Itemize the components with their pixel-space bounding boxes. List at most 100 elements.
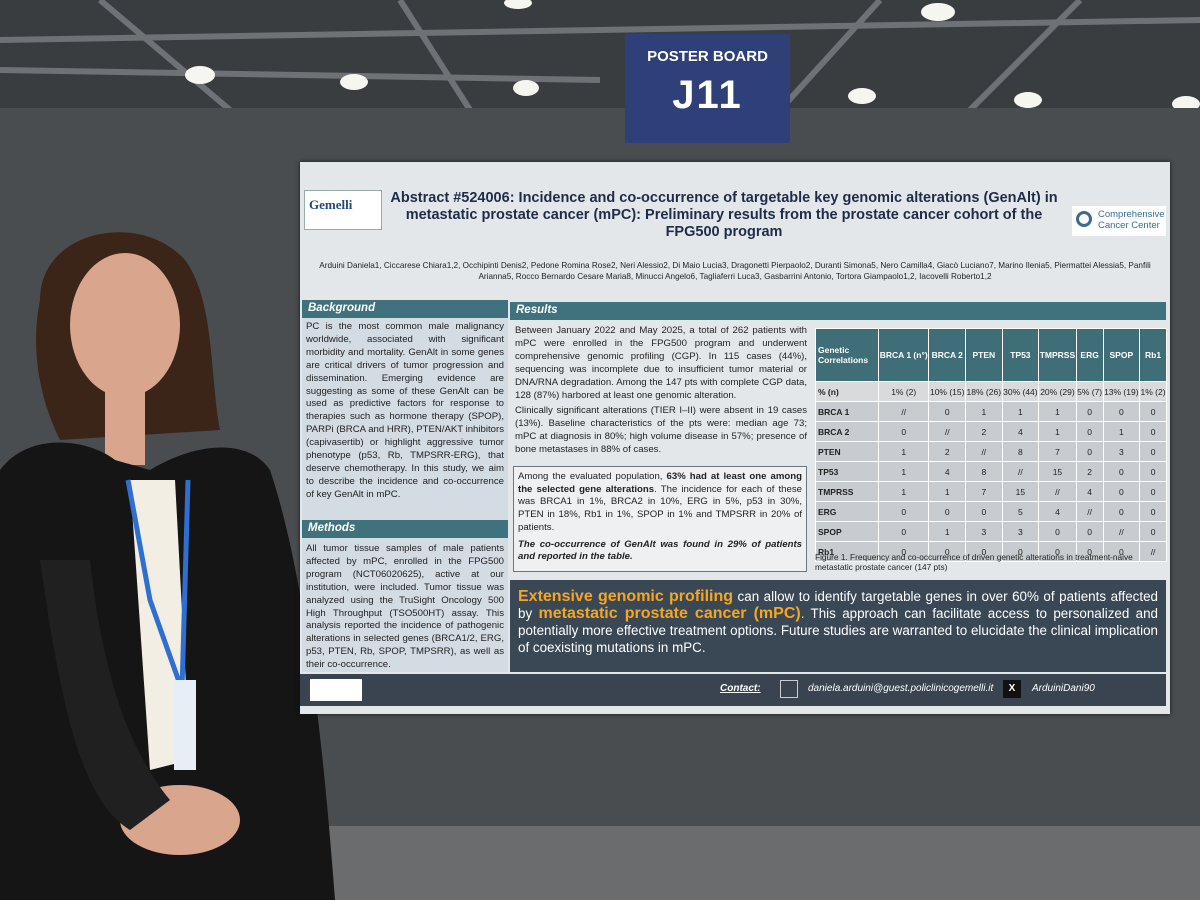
table-cell: 1% (2)	[1139, 381, 1167, 402]
table-cell: 2	[1075, 461, 1104, 482]
conclusion-text: . This approach can facilitate access to…	[518, 606, 1158, 655]
table-cell: 0	[1075, 401, 1104, 422]
table-header-cell: TMPRSS	[1038, 328, 1077, 382]
table-cell: 0	[1102, 401, 1141, 422]
table-cell: 1	[877, 481, 930, 502]
table-cell: //	[1038, 481, 1077, 502]
table-cell: 5	[1001, 501, 1040, 522]
box-bold-text: 63% had at least one among the selected …	[518, 471, 802, 495]
hospital-badge	[310, 679, 362, 701]
table: Genetic Correlations BRCA 1 (n°) BRCA 2 PTE…	[815, 328, 1167, 562]
table-row-header: TP53	[815, 461, 879, 482]
table-cell: 1	[1001, 401, 1040, 422]
table-cell: 18% (26)	[965, 381, 1003, 402]
table-row-header: % (n)	[815, 381, 879, 402]
table-header-cell: Rb1	[1139, 328, 1167, 382]
conclusion-highlight: Extensive genomic profiling	[518, 588, 734, 605]
table-cell: //	[877, 401, 930, 422]
table-header-row: Genetic Correlations BRCA 1 (n°) BRCA 2 PTE…	[815, 328, 1167, 382]
results-paragraph: Between January 2022 and May 2025, a tot…	[515, 325, 807, 401]
table-row-header: TMPRSS	[815, 481, 879, 502]
poster: Gemelli Abstract #524006: Incidence and …	[300, 162, 1170, 714]
table-cell: 1	[1038, 401, 1077, 422]
table-cell: 4	[1001, 421, 1040, 442]
conclusion-banner: Extensive genomic profiling can allow to…	[510, 580, 1166, 672]
table-cell: 0	[928, 501, 967, 522]
table-cell: 0	[1001, 541, 1040, 562]
table-cell: 0	[965, 501, 1003, 522]
contact-bar: Contact: daniela.arduini@guest.policlini…	[300, 674, 1166, 706]
table-cell: 0	[877, 501, 930, 522]
poster-board-sign: POSTER BOARD J11	[625, 34, 790, 143]
table-cell: 10% (15)	[928, 381, 967, 402]
table-header-cell: ERG	[1075, 328, 1104, 382]
table-cell: 0	[1139, 521, 1167, 542]
table-cell: 0	[1139, 401, 1167, 422]
table-cell: 20% (29)	[1038, 381, 1077, 402]
conclusion-highlight: metastatic prostate cancer (mPC)	[538, 605, 801, 622]
table-header-cell: BRCA 2	[928, 328, 967, 382]
table-header-cell: Genetic Correlations	[815, 328, 879, 382]
table-cell: 4	[928, 461, 967, 482]
table-row-header: ERG	[815, 501, 879, 522]
section-heading: Background	[302, 300, 508, 318]
poster-title: Abstract #524006: Incidence and co-occur…	[390, 190, 1058, 240]
table-cell: 15	[1038, 461, 1077, 482]
table-cell: 3	[1001, 521, 1040, 542]
sign-board-number: J11	[672, 73, 743, 117]
box-text: Among the evaluated population,	[518, 471, 667, 482]
results-highlight-box: Among the evaluated population, 63% had …	[513, 466, 807, 572]
table-cell: 1	[877, 461, 930, 482]
table-cell: 0	[1139, 421, 1167, 442]
table-row: BRCA 1//0 1 1 1 0 0 0	[815, 401, 1167, 422]
table-cell: 13% (19)	[1102, 381, 1141, 402]
table-cell: 0	[1075, 541, 1104, 562]
table-row: TMPRSS 1 1 7 15//4 0 0	[815, 481, 1167, 502]
table-header-cell: TP53	[1001, 328, 1040, 382]
table-cell: 0	[1038, 541, 1077, 562]
table-cell: 0	[1102, 481, 1141, 502]
table-cell: 0	[928, 401, 967, 422]
figure-caption: Figure 1. Frequency and co-occurrence of…	[815, 552, 1133, 572]
correlation-table: Genetic Correlations BRCA 1 (n°) BRCA 2 PTE…	[815, 328, 1167, 562]
table-cell: 4	[1038, 501, 1077, 522]
table-row-header: PTEN	[815, 441, 879, 462]
table-cell: 1	[965, 401, 1003, 422]
table-cell: 0	[1102, 461, 1141, 482]
table-cell: 0	[877, 521, 930, 542]
table-header-cell: SPOP	[1102, 328, 1141, 382]
table-row: SPOP 0 1 3 3 0 0//0	[815, 521, 1167, 542]
left-column	[302, 300, 508, 672]
results-paragraph: Clinically significant alterations (TIER…	[515, 405, 807, 455]
table-cell: 1	[1038, 421, 1077, 442]
table-cell: 7	[1038, 441, 1077, 462]
table-cell: 1	[877, 441, 930, 462]
table-row-header: SPOP	[815, 521, 879, 542]
table-cell: 3	[1102, 441, 1141, 462]
table-row: ERG 0 0 0 5 4//0 0	[815, 501, 1167, 522]
table-cell: 7	[965, 481, 1003, 502]
table-cell: 0	[1075, 521, 1104, 542]
table-cell: 0	[1139, 481, 1167, 502]
table-cell: 0	[1139, 501, 1167, 522]
table-cell: 30% (44)	[1001, 381, 1040, 402]
table-cell: //	[928, 421, 967, 442]
table-cell: 0	[1139, 441, 1167, 462]
table-row-header: Rb1	[815, 541, 879, 562]
authors: Arduini Daniela1, Ciccarese Chiara1,2, O…	[319, 261, 1151, 281]
email-icon	[780, 680, 798, 698]
methods-text: All tumor tissue samples of male patient…	[306, 543, 504, 671]
contact-handle: ArduiniDani90	[1032, 683, 1095, 694]
ceiling-trusses	[0, 0, 1200, 123]
table-cell: 2	[928, 441, 967, 462]
ceiling	[0, 0, 1200, 120]
table-cell: 0	[965, 541, 1003, 562]
table-row-header: BRCA 2	[815, 421, 879, 442]
table-cell: 1	[928, 521, 967, 542]
table-row: % (n) 1% (2) 10% (15) 18% (26) 30% (44) 20% (…	[815, 381, 1167, 402]
box-text: . The incidence for each of these was BR…	[518, 483, 802, 533]
table-cell: 8	[965, 461, 1003, 482]
table-row: BRCA 2 0//2 4 1 0 1 0	[815, 421, 1167, 442]
table-header-cell: PTEN	[965, 328, 1003, 382]
table-cell: 0	[1075, 421, 1104, 442]
